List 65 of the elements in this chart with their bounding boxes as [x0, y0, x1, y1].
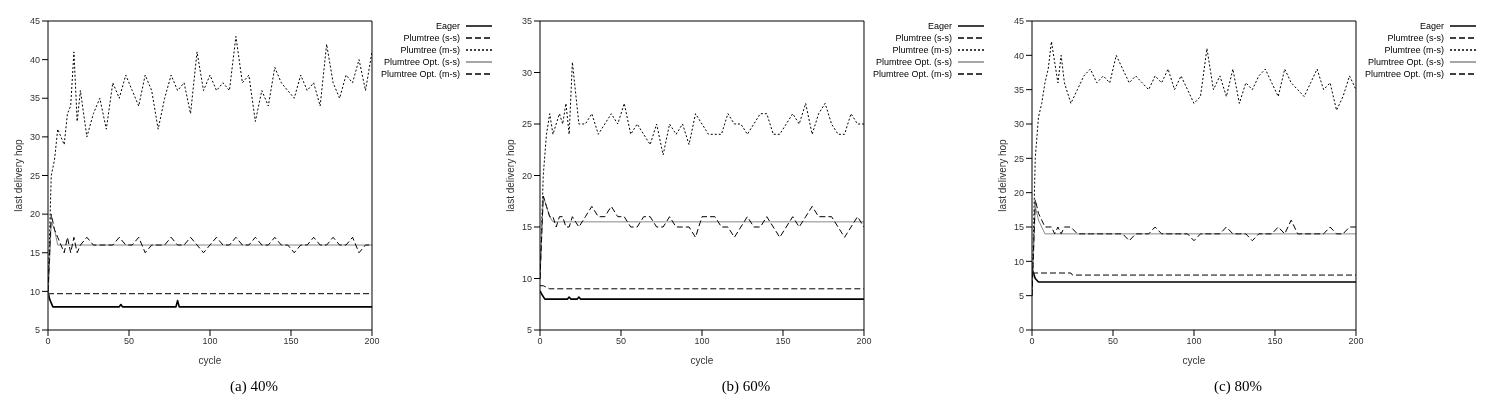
y-axis-title: last delivery hop: [504, 138, 516, 212]
x-tick-label: 150: [775, 336, 791, 347]
x-tick-label: 0: [45, 336, 51, 347]
legend-label: Plumtree Opt. (s-s): [383, 57, 460, 67]
x-axis-title: cycle: [690, 355, 714, 366]
x-axis-title: cycle: [198, 355, 222, 366]
x-tick-label: 150: [1267, 336, 1283, 347]
text: (c) 80%: [1213, 378, 1263, 395]
y-axis-title: last delivery hop: [996, 138, 1008, 212]
legend-label: Plumtree Opt. (s-s): [875, 57, 952, 67]
y-tick-label: 15: [521, 222, 532, 233]
legend-label: Plumtree Opt. (m-s): [380, 69, 460, 79]
y-tick-label: 30: [29, 132, 40, 143]
y-tick-label: 45: [29, 16, 40, 27]
y-tick-label: 5: [526, 325, 532, 336]
y-tick-label: 30: [521, 67, 532, 78]
y-tick-label: 35: [1013, 84, 1024, 95]
y-tick-label: 20: [1013, 187, 1024, 198]
y-tick-label: 5: [1018, 290, 1024, 301]
x-tick-label: 0: [1029, 336, 1035, 347]
y-tick-label: 25: [29, 170, 40, 181]
y-tick-label: 20: [521, 170, 532, 181]
y-tick-label: 25: [1013, 153, 1024, 164]
x-tick-label: 100: [202, 336, 218, 347]
x-tick-label: 150: [283, 336, 299, 347]
y-axis-title: last delivery hop: [12, 138, 24, 212]
text: (b) 60%: [720, 378, 772, 395]
x-tick-label: 0: [537, 336, 543, 347]
y-tick-label: 25: [521, 119, 532, 130]
legend-label: Eager: [927, 21, 952, 31]
y-tick-label: 40: [29, 54, 40, 65]
x-tick-label: 100: [1186, 336, 1202, 347]
y-tick-label: 40: [1013, 50, 1024, 61]
y-tick-label: 5: [34, 325, 40, 336]
x-tick-label: 50: [615, 336, 626, 347]
y-tick-label: 10: [521, 273, 532, 284]
legend-label: Plumtree (s-s): [895, 33, 952, 43]
y-tick-label: 15: [1013, 222, 1024, 233]
x-axis-title: cycle: [1182, 355, 1206, 366]
y-tick-label: 0: [1018, 325, 1024, 336]
x-tick-label: 200: [1348, 336, 1364, 347]
y-tick-label: 45: [1013, 16, 1024, 27]
y-tick-label: 10: [29, 286, 40, 297]
legend-label: Plumtree (m-s): [400, 45, 460, 55]
y-tick-label: 15: [29, 247, 40, 258]
text: (a) 40%: [229, 378, 279, 395]
y-tick-label: 10: [1013, 256, 1024, 267]
y-tick-label: 35: [29, 93, 40, 104]
legend-label: Eager: [1419, 21, 1444, 31]
x-tick-label: 50: [1107, 336, 1118, 347]
legend-label: Plumtree Opt. (s-s): [1367, 57, 1444, 67]
legend-label: Plumtree (s-s): [403, 33, 460, 43]
legend-label: Plumtree (m-s): [892, 45, 952, 55]
legend-label: Plumtree (m-s): [1384, 45, 1444, 55]
legend-label: Plumtree Opt. (m-s): [872, 69, 952, 79]
legend-label: Plumtree Opt. (m-s): [1364, 69, 1444, 79]
x-tick-label: 100: [694, 336, 710, 347]
x-tick-label: 200: [364, 336, 380, 347]
y-tick-label: 30: [1013, 119, 1024, 130]
x-tick-label: 50: [123, 336, 134, 347]
legend-label: Eager: [435, 21, 460, 31]
legend-label: Plumtree (s-s): [1387, 33, 1444, 43]
x-tick-label: 200: [856, 336, 872, 347]
y-tick-label: 20: [29, 209, 40, 220]
y-tick-label: 35: [521, 16, 532, 27]
